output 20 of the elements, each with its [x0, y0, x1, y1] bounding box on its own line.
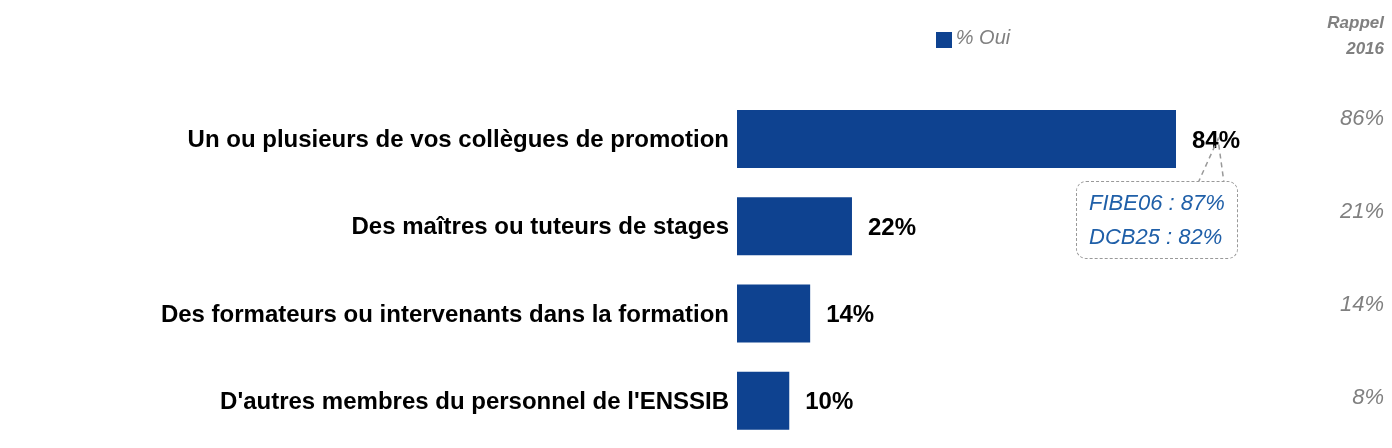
text: Rappel 2016 — [1326, 12, 1384, 60]
data-label: 84% — [1192, 125, 1241, 153]
data-label: 14% — [826, 300, 875, 328]
bar — [737, 371, 790, 430]
bar — [737, 197, 852, 256]
y-tick-label: Des maîtres ou tuteurs de stages — [351, 212, 729, 240]
legend-label: % Oui — [955, 26, 1011, 48]
text: 21% — [1339, 197, 1384, 224]
text: 8% — [1352, 383, 1384, 410]
text: 86% — [1339, 104, 1384, 131]
text: 14% — [1339, 290, 1384, 317]
annotation: FIBE06 : 87% DCB25 : 82% — [1089, 188, 1225, 251]
bar — [737, 110, 1176, 168]
y-tick-label: Des formateurs ou intervenants dans la formation — [160, 299, 729, 327]
callout-box: FIBE06 : 87% DCB25 : 82% — [1076, 180, 1238, 259]
y-tick-label: D'autres membres du personnel de l'ENSSIB — [220, 386, 729, 414]
data-label: 22% — [867, 212, 917, 240]
data-label: 10% — [805, 387, 854, 415]
y-tick-label: Un ou plusieurs de vos collègues de promotion — [187, 125, 729, 153]
bar — [737, 284, 811, 343]
